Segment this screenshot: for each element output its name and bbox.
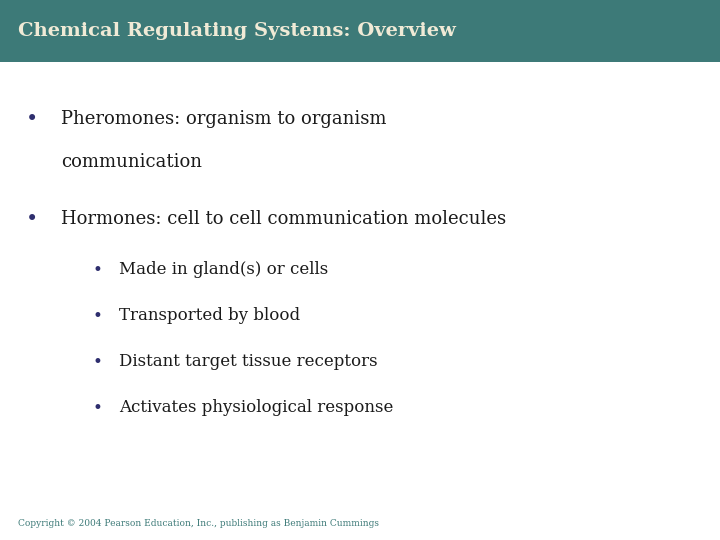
Text: Chemical Regulating Systems: Overview: Chemical Regulating Systems: Overview bbox=[18, 22, 456, 40]
Text: Distant target tissue receptors: Distant target tissue receptors bbox=[119, 353, 377, 370]
Text: •: • bbox=[92, 307, 102, 325]
Text: Transported by blood: Transported by blood bbox=[119, 307, 300, 325]
Text: Activates physiological response: Activates physiological response bbox=[119, 399, 393, 416]
Text: •: • bbox=[92, 261, 102, 279]
FancyBboxPatch shape bbox=[0, 0, 720, 62]
Text: •: • bbox=[26, 109, 39, 129]
Text: communication: communication bbox=[61, 153, 202, 171]
Text: Hormones: cell to cell communication molecules: Hormones: cell to cell communication mol… bbox=[61, 210, 506, 228]
Text: •: • bbox=[26, 208, 39, 229]
Text: Copyright © 2004 Pearson Education, Inc., publishing as Benjamin Cummings: Copyright © 2004 Pearson Education, Inc.… bbox=[18, 519, 379, 528]
Text: Pheromones: organism to organism: Pheromones: organism to organism bbox=[61, 110, 387, 128]
Text: Made in gland(s) or cells: Made in gland(s) or cells bbox=[119, 261, 328, 279]
Text: •: • bbox=[92, 353, 102, 371]
Text: •: • bbox=[92, 399, 102, 417]
